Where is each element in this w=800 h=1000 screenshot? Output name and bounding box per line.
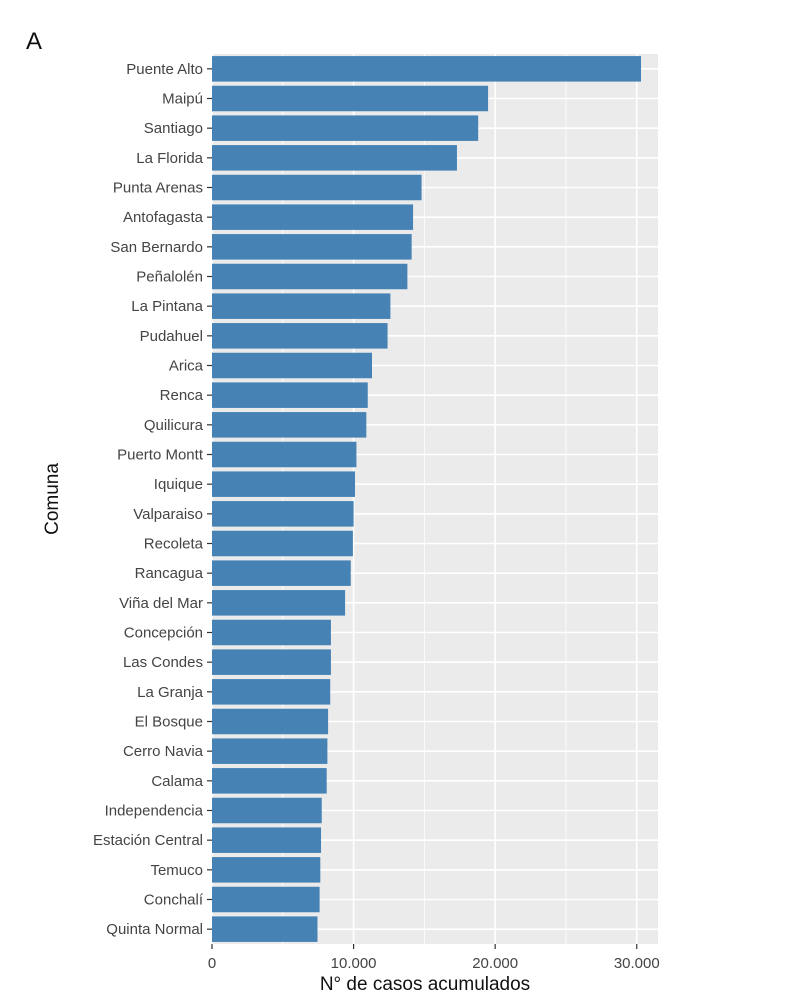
y-category-label: La Pintana: [131, 298, 203, 315]
plot-panel: [212, 54, 658, 944]
bar: [212, 916, 318, 942]
bar: [212, 412, 367, 438]
bars: [212, 56, 642, 942]
x-tick-label: 20.000: [472, 955, 518, 972]
bar: [212, 738, 328, 764]
bar: [212, 145, 457, 171]
bar: [212, 768, 327, 794]
y-axis-title: Comuna: [42, 463, 63, 535]
x-axis-title: N° de casos acumulados: [320, 974, 530, 995]
bar: [212, 115, 479, 141]
bar: [212, 590, 346, 616]
bar: [212, 886, 320, 913]
y-category-label: Peñalolén: [136, 269, 203, 286]
x-tick-label: 30.000: [614, 955, 660, 972]
x-axis-ticks: 0 10.000 20.000 30.000: [208, 944, 660, 972]
bar: [212, 174, 422, 201]
y-category-label: Iquique: [154, 476, 203, 493]
y-category-label: Quinta Normal: [106, 921, 203, 938]
bar: [212, 649, 331, 675]
y-category-label: Renca: [160, 387, 204, 404]
y-category-label: Santiago: [144, 120, 203, 137]
bar: [212, 530, 353, 557]
bar: [212, 797, 322, 824]
y-category-label: Antofagasta: [123, 209, 204, 226]
y-category-label: Recoleta: [144, 536, 204, 553]
bar: [212, 560, 351, 586]
y-category-label: Punta Arenas: [113, 180, 203, 197]
y-category-label: Quilicura: [144, 417, 204, 434]
y-category-label: San Bernardo: [110, 239, 203, 256]
y-category-label: Valparaiso: [133, 506, 203, 523]
y-category-label: Temuco: [150, 862, 203, 879]
y-category-label: La Florida: [136, 150, 203, 167]
bar: [212, 471, 356, 497]
y-category-label: Conchalí: [144, 892, 204, 909]
y-category-label: La Granja: [137, 684, 204, 701]
bar: [212, 857, 321, 883]
y-category-label: Viña del Mar: [119, 595, 203, 612]
bar: [212, 679, 331, 705]
bar: [212, 441, 357, 468]
bar: [212, 382, 368, 408]
bar: [212, 56, 642, 82]
bar: [212, 204, 414, 230]
bar: [212, 501, 354, 527]
y-category-label: Cerro Navia: [123, 743, 204, 760]
y-category-label: Concepción: [124, 625, 203, 642]
y-axis-categories: Puente Alto Maipú Santiago La Florida Punta …: [93, 61, 212, 938]
panel-label: A: [26, 28, 43, 55]
y-category-label: Pudahuel: [140, 328, 203, 345]
bar: [212, 234, 412, 260]
y-category-label: Rancagua: [135, 565, 204, 582]
bar: [212, 827, 322, 853]
bar: [212, 708, 329, 735]
y-category-label: Puente Alto: [126, 61, 203, 78]
y-category-label: Estación Central: [93, 832, 203, 849]
bar: [212, 263, 408, 290]
bar: [212, 619, 331, 646]
y-category-label: Calama: [151, 773, 203, 790]
bar: [212, 323, 388, 349]
y-category-label: El Bosque: [135, 714, 203, 731]
bar: [212, 85, 489, 112]
y-category-label: Independencia: [105, 803, 204, 820]
y-category-label: Las Condes: [123, 654, 203, 671]
bar: [212, 293, 391, 319]
y-category-label: Puerto Montt: [117, 447, 204, 464]
x-tick-label: 10.000: [331, 955, 377, 972]
bar: [212, 352, 372, 379]
x-tick-label: 0: [208, 955, 216, 972]
y-category-label: Maipú: [162, 91, 203, 108]
y-category-label: Arica: [169, 358, 204, 375]
